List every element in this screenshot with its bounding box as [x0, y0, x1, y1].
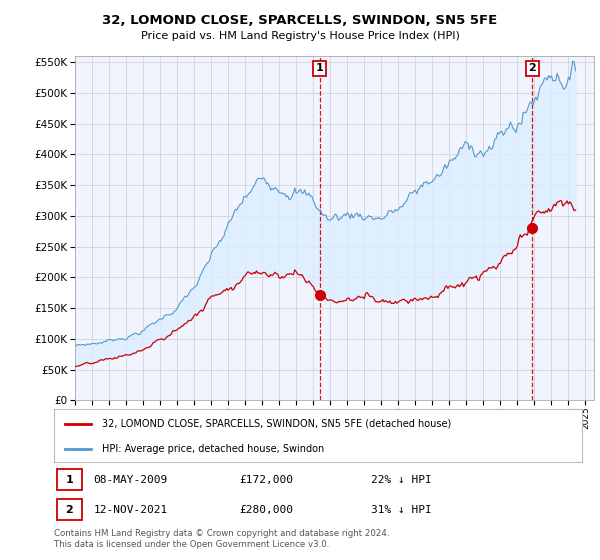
- Text: Price paid vs. HM Land Registry's House Price Index (HPI): Price paid vs. HM Land Registry's House …: [140, 31, 460, 41]
- Text: 2: 2: [529, 63, 536, 73]
- Text: 08-MAY-2009: 08-MAY-2009: [94, 475, 168, 484]
- Text: 1: 1: [65, 475, 73, 484]
- Text: 1: 1: [316, 63, 323, 73]
- FancyBboxPatch shape: [56, 499, 82, 520]
- Text: HPI: Average price, detached house, Swindon: HPI: Average price, detached house, Swin…: [101, 444, 324, 454]
- Text: 32, LOMOND CLOSE, SPARCELLS, SWINDON, SN5 5FE: 32, LOMOND CLOSE, SPARCELLS, SWINDON, SN…: [103, 14, 497, 27]
- Text: 22% ↓ HPI: 22% ↓ HPI: [371, 475, 431, 484]
- Text: £172,000: £172,000: [239, 475, 293, 484]
- Text: £280,000: £280,000: [239, 505, 293, 515]
- Text: 32, LOMOND CLOSE, SPARCELLS, SWINDON, SN5 5FE (detached house): 32, LOMOND CLOSE, SPARCELLS, SWINDON, SN…: [101, 419, 451, 429]
- Text: 31% ↓ HPI: 31% ↓ HPI: [371, 505, 431, 515]
- Text: 2: 2: [65, 505, 73, 515]
- Text: 12-NOV-2021: 12-NOV-2021: [94, 505, 168, 515]
- FancyBboxPatch shape: [56, 469, 82, 491]
- Text: Contains HM Land Registry data © Crown copyright and database right 2024.
This d: Contains HM Land Registry data © Crown c…: [54, 529, 389, 549]
